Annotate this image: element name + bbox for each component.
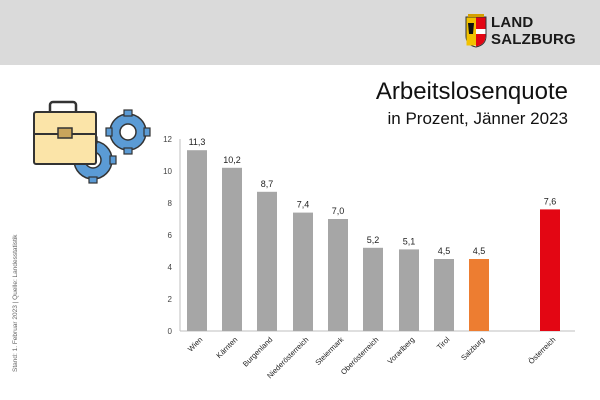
category-label: Burgenland (241, 335, 274, 368)
header-band (0, 0, 600, 65)
bar-5[interactable] (363, 247, 383, 331)
value-label: 5,2 (367, 235, 380, 245)
value-label: 8,7 (261, 179, 274, 189)
bar-0[interactable] (187, 150, 207, 331)
y-tick-label: 8 (168, 199, 173, 208)
value-label: 10,2 (223, 155, 241, 165)
bar-4[interactable] (328, 219, 348, 331)
salzburg-crest-icon (465, 14, 487, 48)
category-label: Österreich (527, 335, 558, 366)
value-label: 4,5 (473, 246, 486, 256)
bar-7[interactable] (434, 259, 454, 331)
brand-line-2: SALZBURG (491, 31, 576, 48)
category-label: Tirol (435, 335, 452, 352)
chart-title: Arbeitslosenquote (375, 78, 568, 105)
briefcase-icon (33, 100, 97, 165)
brand-logo[interactable]: LAND SALZBURG (491, 14, 576, 48)
y-tick-label: 10 (163, 167, 172, 176)
value-label: 7,6 (544, 196, 557, 206)
value-label: 7,4 (297, 200, 310, 210)
bar-3[interactable] (293, 212, 313, 331)
gear-icon (105, 109, 151, 155)
value-label: 7,0 (332, 206, 345, 216)
category-label: Wien (186, 335, 204, 353)
y-tick-label: 2 (168, 295, 173, 304)
category-label: Vorarlberg (386, 335, 417, 366)
chart-subtitle: in Prozent, Jänner 2023 (387, 109, 568, 128)
y-tick-label: 4 (168, 263, 173, 272)
bar-8[interactable] (469, 259, 489, 331)
y-tick-label: 0 (168, 327, 173, 336)
brand-line-1: LAND (491, 14, 534, 31)
bar-6[interactable] (399, 249, 419, 331)
y-tick-label: 12 (163, 135, 172, 144)
category-label: Kärnten (214, 335, 239, 360)
bar-2[interactable] (257, 191, 277, 331)
bar-9[interactable] (540, 209, 560, 331)
y-tick-label: 6 (168, 231, 173, 240)
briefcase-gears-illustration (33, 100, 151, 184)
category-label: Salzburg (459, 335, 486, 362)
value-label: 5,1 (403, 236, 416, 246)
value-label: 4,5 (438, 246, 451, 256)
category-label: Steiermark (313, 335, 345, 367)
value-label: 11,3 (189, 137, 206, 147)
bar-1[interactable] (222, 167, 242, 331)
